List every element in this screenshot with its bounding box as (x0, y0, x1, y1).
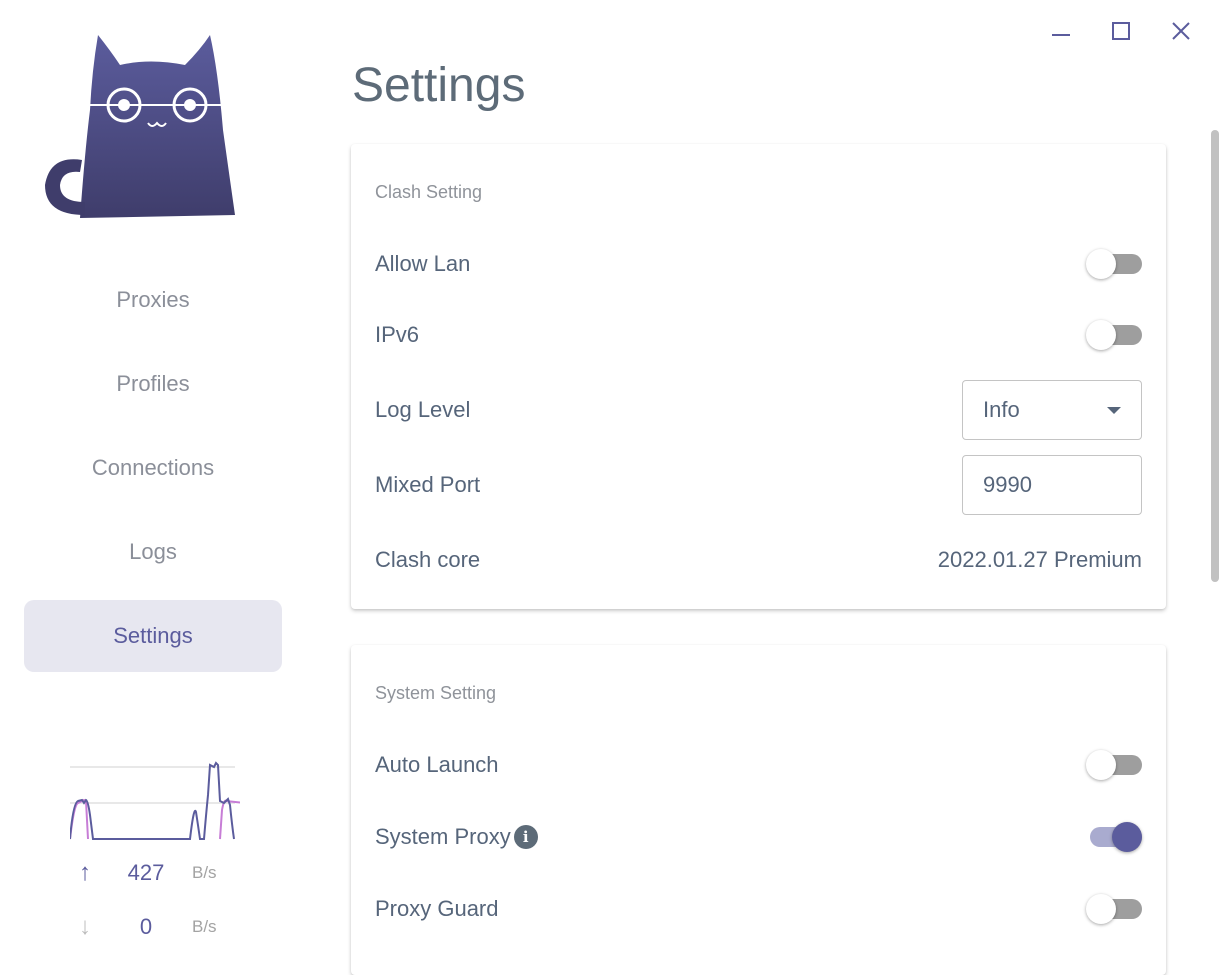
download-line (70, 799, 240, 840)
clash-setting-card: Clash Setting Allow Lan IPv6 Log Level I… (351, 144, 1166, 609)
minimize-icon (1052, 34, 1070, 36)
traffic-graph (70, 761, 240, 840)
card-title: System Setting (375, 683, 497, 703)
cat-logo (45, 35, 235, 218)
ipv6-toggle[interactable] (1086, 320, 1142, 350)
upload-rate: ↑ 427 B/s (70, 858, 240, 888)
clash-core-label: Clash core (375, 547, 481, 572)
arrow-down-icon: ↓ (79, 913, 91, 940)
maximize-button[interactable] (1106, 16, 1136, 46)
allow-lan-toggle[interactable] (1086, 249, 1142, 279)
system-setting-card: System Setting Auto Launch System Proxy … (351, 645, 1166, 975)
sidebar: Proxies Profiles Connections Logs Settin… (0, 0, 305, 956)
log-level-row: Log Level Info (375, 380, 1142, 440)
upload-unit: B/s (192, 863, 217, 882)
log-level-select[interactable]: Info (962, 380, 1142, 440)
log-level-value: Info (983, 397, 1020, 422)
dropdown-arrow-icon (1107, 406, 1121, 414)
page-title: Settings (352, 59, 526, 112)
nav-profiles[interactable]: Profiles (116, 371, 190, 396)
info-icon[interactable]: i (513, 825, 538, 849)
card-title: Clash Setting (375, 182, 483, 202)
download-unit: B/s (192, 917, 217, 936)
ipv6-row: IPv6 (375, 305, 1142, 365)
allow-lan-label: Allow Lan (375, 251, 471, 276)
proxy-guard-label: Proxy Guard (375, 896, 499, 921)
download-rate: ↓ 0 B/s (70, 912, 240, 942)
system-proxy-row: System Proxy i (375, 807, 1142, 867)
system-proxy-toggle[interactable] (1086, 822, 1142, 852)
ipv6-label: IPv6 (375, 322, 420, 347)
proxy-guard-toggle[interactable] (1086, 894, 1142, 924)
auto-launch-toggle[interactable] (1086, 750, 1142, 780)
close-button[interactable] (1166, 16, 1196, 46)
nav-proxies[interactable]: Proxies (116, 287, 190, 312)
nav-logs[interactable]: Logs (129, 539, 177, 564)
mixed-port-input[interactable]: 9990 (962, 455, 1142, 515)
auto-launch-row: Auto Launch (375, 735, 1142, 795)
mixed-port-label: Mixed Port (375, 472, 481, 497)
proxy-guard-row: Proxy Guard (375, 879, 1142, 939)
close-icon (1172, 22, 1190, 40)
scrollbar[interactable] (1211, 130, 1219, 582)
log-level-label: Log Level (375, 397, 471, 422)
arrow-up-icon: ↑ (79, 859, 91, 886)
system-proxy-label: System Proxy (375, 824, 511, 849)
auto-launch-label: Auto Launch (375, 752, 499, 777)
maximize-icon (1112, 22, 1130, 40)
clash-core-row: Clash core 2022.01.27 Premium (375, 530, 1142, 590)
upload-value: 427 (127, 860, 165, 885)
nav-connections[interactable]: Connections (91, 455, 215, 480)
clash-core-version: 2022.01.27 Premium (937, 547, 1142, 572)
allow-lan-row: Allow Lan (375, 234, 1142, 294)
nav-settings[interactable]: Settings (24, 600, 282, 672)
minimize-button[interactable] (1046, 16, 1076, 46)
download-value: 0 (139, 914, 153, 939)
upload-line (70, 761, 235, 840)
mixed-port-row: Mixed Port 9990 (375, 455, 1142, 515)
